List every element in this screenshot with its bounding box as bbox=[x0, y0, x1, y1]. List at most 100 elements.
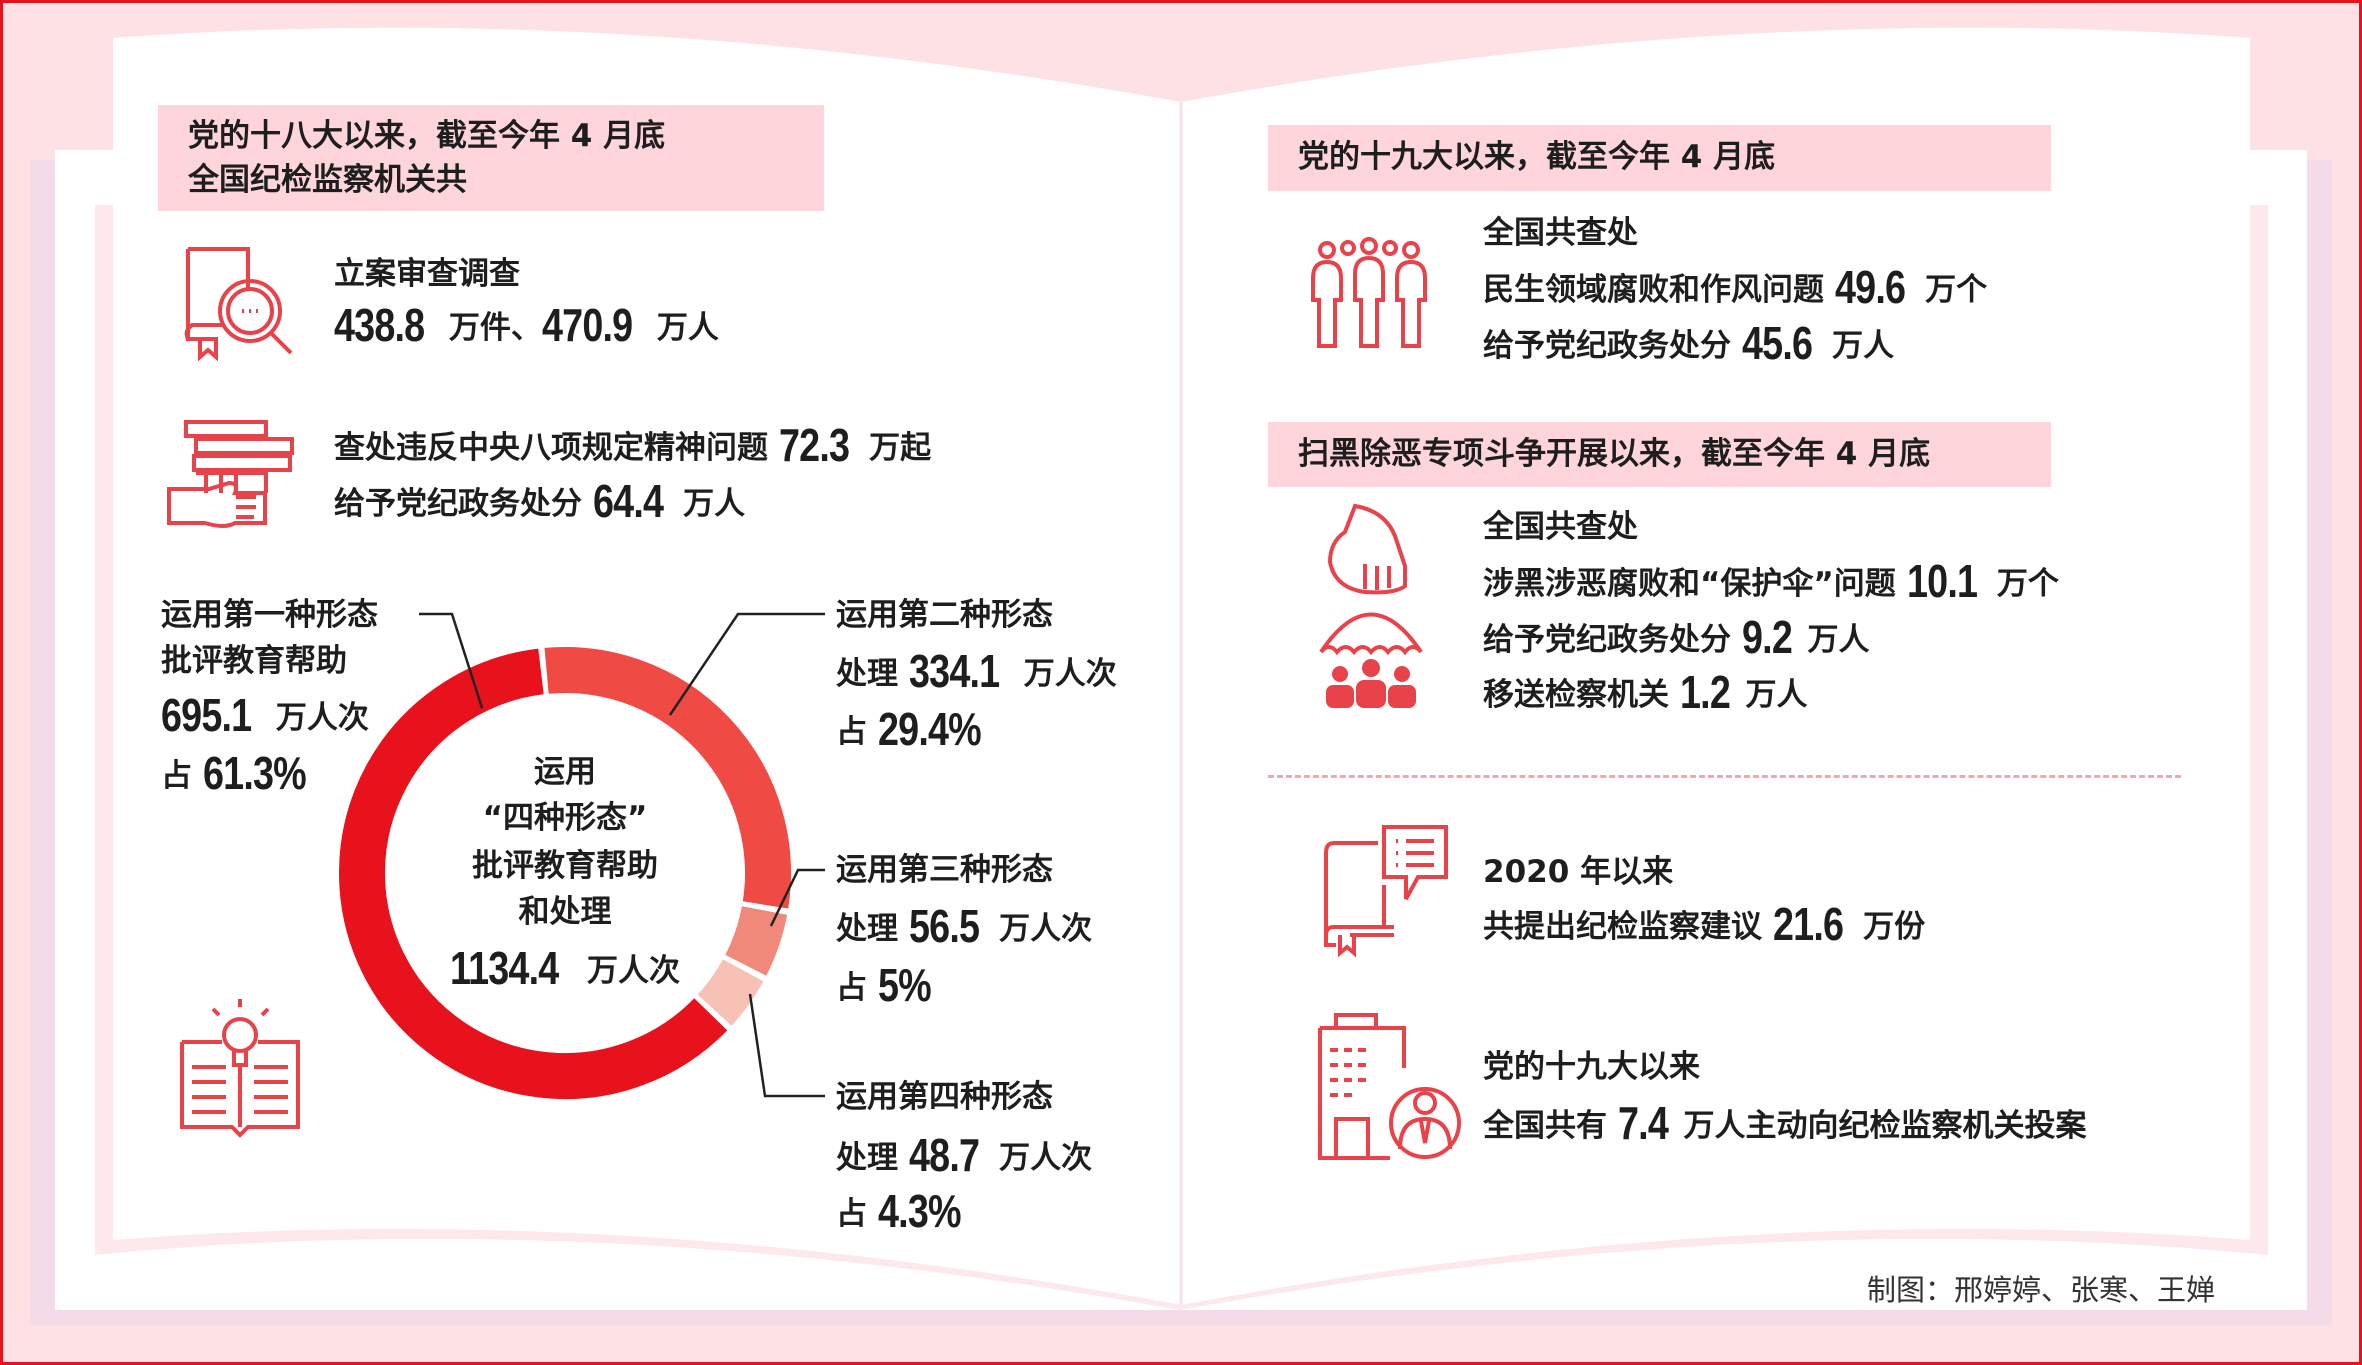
center-l3: 批评教育帮助 bbox=[472, 848, 658, 884]
center-total: 1134.4 万人次 bbox=[450, 943, 680, 994]
text: 查处违反中央八项规定精神问题 bbox=[334, 430, 768, 466]
pct: 29.4% bbox=[877, 703, 982, 755]
block1-l2: 民生领域腐败和作风问题 49.6 万个 bbox=[1483, 262, 1987, 313]
unit: 万人次 bbox=[586, 953, 680, 989]
unit: 万个 bbox=[1996, 566, 2059, 602]
value: 10.1 bbox=[1906, 555, 1978, 607]
form4-title: 运用第四种形态 bbox=[836, 1079, 1053, 1115]
unit: 万起 bbox=[869, 430, 932, 466]
value: 56.5 bbox=[908, 900, 980, 952]
form1-value: 695.1 万人次 bbox=[161, 690, 369, 741]
form2-title: 运用第二种形态 bbox=[836, 597, 1053, 633]
block2-l3: 给予党纪政务处分 9.2 万人 bbox=[1483, 612, 1870, 663]
value: 1.2 bbox=[1679, 666, 1731, 718]
leader-line-form1 bbox=[419, 612, 484, 709]
block4-l2: 全国共有 7.4 万人主动向纪检监察机关投案 bbox=[1483, 1098, 2087, 1149]
unit: 万份 bbox=[1863, 909, 1926, 945]
right-header1: 党的十九大以来，截至今年 4 月底 bbox=[1268, 125, 2051, 191]
unit: 万人 bbox=[656, 310, 719, 346]
violations-value: 72.3 bbox=[778, 419, 850, 471]
left-header: 党的十八大以来，截至今年 4 月底 全国纪检监察机关共 bbox=[158, 105, 824, 211]
unit: 万人次 bbox=[1023, 656, 1117, 692]
text: 占 bbox=[836, 1196, 867, 1232]
form3-pct: 占 5% bbox=[836, 960, 936, 1011]
center-l2: “四种形态” bbox=[482, 800, 648, 836]
form4-value: 处理 48.7 万人次 bbox=[836, 1130, 1092, 1181]
text: 共提出纪检监察建议 bbox=[1483, 909, 1762, 945]
text: 涉黑涉恶腐败和“保护伞”问题 bbox=[1483, 566, 1896, 602]
block2-l1: 全国共查处 bbox=[1483, 509, 1638, 545]
form3-value: 处理 56.5 万人次 bbox=[836, 901, 1092, 952]
form4-pct: 占 4.3% bbox=[836, 1186, 973, 1237]
item2-line2: 给予党纪政务处分 64.4 万人 bbox=[334, 476, 745, 527]
left-header-line2: 全国纪检监察机关共 bbox=[188, 162, 467, 198]
text: 给予党纪政务处分 bbox=[334, 486, 582, 522]
book-magnifier-icon bbox=[184, 247, 293, 362]
unit: 万人 bbox=[683, 486, 746, 522]
center-l4: 和处理 bbox=[518, 894, 612, 930]
dashed-divider bbox=[1268, 775, 2181, 778]
item1-values: 438.8 万件、470.9 万人 bbox=[334, 300, 719, 351]
leader-line-form3 bbox=[769, 868, 825, 927]
center-l1: 运用 bbox=[534, 754, 596, 790]
text: 占 bbox=[836, 714, 867, 750]
text: 民生领域腐败和作风问题 bbox=[1483, 272, 1824, 308]
donut-segment-form1 bbox=[339, 648, 728, 1099]
umbrella-people-icon bbox=[1319, 612, 1423, 708]
block2-l2: 涉黑涉恶腐败和“保护伞”问题 10.1 万个 bbox=[1483, 556, 2059, 607]
block1-l3: 给予党纪政务处分 45.6 万人 bbox=[1483, 318, 1894, 369]
cases-value: 438.8 bbox=[334, 299, 425, 351]
value: 695.1 bbox=[161, 689, 252, 741]
pct: 5% bbox=[877, 959, 932, 1011]
credit: 制图：邢婷婷、张寒、王婵 bbox=[1867, 1273, 2216, 1307]
left-header-line1: 党的十八大以来，截至今年 4 月底 bbox=[188, 118, 666, 154]
unit: 万人次 bbox=[999, 1140, 1093, 1176]
block2-l4: 移送检察机关 1.2 万人 bbox=[1483, 667, 1808, 718]
donut-segment-form2 bbox=[544, 647, 791, 909]
value: 9.2 bbox=[1741, 611, 1793, 663]
right-header1-text: 党的十九大以来，截至今年 4 月底 bbox=[1298, 139, 1776, 175]
form3-title: 运用第三种形态 bbox=[836, 852, 1053, 888]
donut-segment-form4 bbox=[697, 958, 764, 1026]
unit: 万人次 bbox=[275, 700, 369, 736]
hand-books-icon bbox=[167, 420, 294, 528]
block3-l1: 2020 年以来 bbox=[1483, 854, 1674, 890]
form2-pct: 占 29.4% bbox=[836, 704, 997, 755]
value: 7.4 bbox=[1617, 1097, 1669, 1149]
unit: 万件、 bbox=[448, 310, 542, 346]
unit: 万个 bbox=[1925, 272, 1988, 308]
item2-line1: 查处违反中央八项规定精神问题 72.3 万起 bbox=[334, 420, 931, 471]
block4-l1: 党的十九大以来 bbox=[1483, 1049, 1700, 1085]
value: 48.7 bbox=[908, 1129, 980, 1181]
value: 49.6 bbox=[1834, 261, 1906, 313]
form2-value: 处理 334.1 万人次 bbox=[836, 646, 1117, 697]
value: 334.1 bbox=[908, 645, 1000, 697]
text: 处理 bbox=[836, 656, 898, 692]
block3-l2: 共提出纪检监察建议 21.6 万份 bbox=[1483, 899, 1925, 950]
fist-icon bbox=[1327, 503, 1407, 595]
punished-value: 64.4 bbox=[592, 475, 664, 527]
text: 处理 bbox=[836, 1140, 898, 1176]
pct: 61.3% bbox=[202, 747, 307, 799]
right-header2: 扫黑除恶专项斗争开展以来，截至今年 4 月底 bbox=[1268, 422, 2051, 487]
text: 移送检察机关 bbox=[1483, 677, 1669, 713]
total-value: 1134.4 bbox=[450, 942, 559, 994]
building-person-icon bbox=[1318, 1013, 1461, 1160]
value: 45.6 bbox=[1741, 317, 1813, 369]
form1-title: 运用第一种形态 bbox=[161, 597, 378, 633]
unit: 万人 bbox=[1807, 622, 1870, 658]
unit: 万人 bbox=[1745, 677, 1808, 713]
form1-pct: 占 61.3% bbox=[161, 748, 322, 799]
text: 处理 bbox=[836, 911, 898, 947]
people-group-icon bbox=[1311, 237, 1427, 348]
unit: 万人主动向纪检监察机关投案 bbox=[1683, 1108, 2087, 1144]
donut-segment-form3 bbox=[725, 905, 788, 976]
block1-l1: 全国共查处 bbox=[1483, 215, 1638, 251]
text: 占 bbox=[836, 970, 867, 1006]
unit: 万人 bbox=[1832, 328, 1895, 364]
leader-line-form4 bbox=[748, 993, 825, 1098]
text: 给予党纪政务处分 bbox=[1483, 328, 1731, 364]
item1-label: 立案审查调查 bbox=[334, 256, 520, 292]
lightbulb-book-icon bbox=[180, 999, 300, 1138]
